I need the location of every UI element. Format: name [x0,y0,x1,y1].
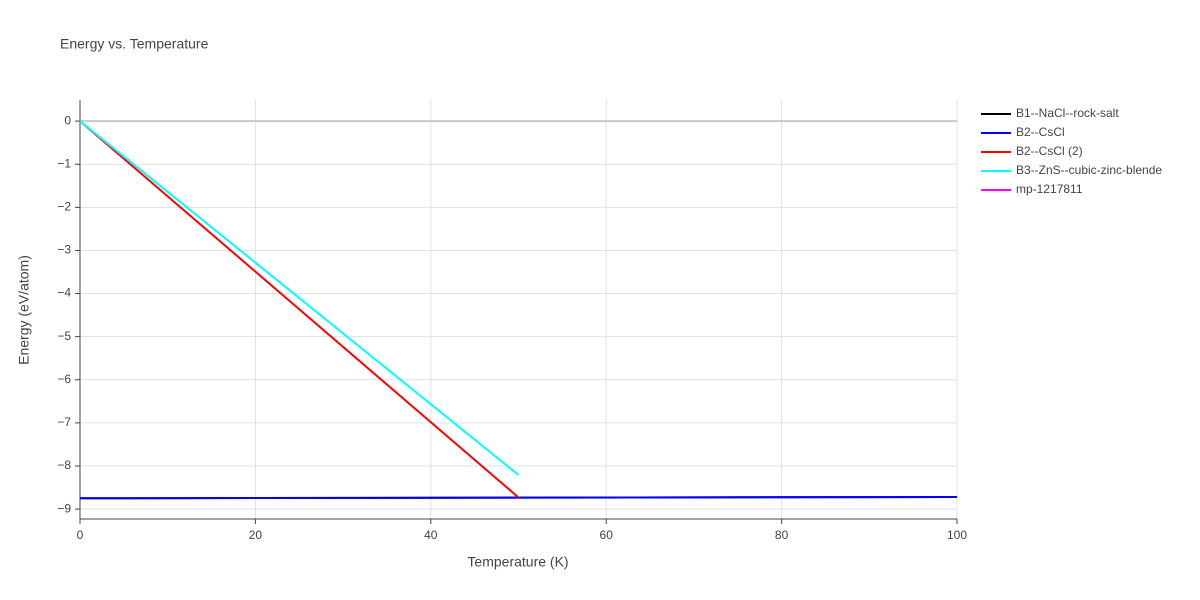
legend-label: mp-1217811 [1016,182,1083,196]
series-line [79,120,520,499]
series-line [79,120,520,476]
y-tick-label: −9 [57,501,71,515]
legend-label: B1--NaCl--rock-salt [1016,106,1119,120]
y-axis-label: Energy (eV/atom) [16,255,32,365]
x-tick-label: 60 [600,528,614,542]
x-tick-label: 80 [775,528,789,542]
x-axis-label: Temperature (K) [467,554,568,570]
y-tick-label: 0 [64,113,71,127]
y-tick-label: −2 [57,200,71,214]
x-tick-label: 20 [249,528,263,542]
legend-label: B2--CsCl [1016,125,1065,139]
series-line [79,496,958,500]
x-tick-label: 0 [77,528,84,542]
y-tick-label: −1 [57,156,71,170]
x-tick-label: 100 [947,528,967,542]
y-tick-label: −5 [57,329,71,343]
y-tick-label: −4 [57,286,71,300]
legend-label: B3--ZnS--cubic-zinc-blende [1016,163,1162,177]
y-tick-label: −8 [57,458,71,472]
y-tick-label: −7 [57,415,71,429]
y-tick-label: −6 [57,372,71,386]
x-tick-label: 40 [424,528,438,542]
legend-label: B2--CsCl (2) [1016,144,1083,158]
y-tick-label: −3 [57,243,71,257]
chart-title: Energy vs. Temperature [60,36,209,52]
